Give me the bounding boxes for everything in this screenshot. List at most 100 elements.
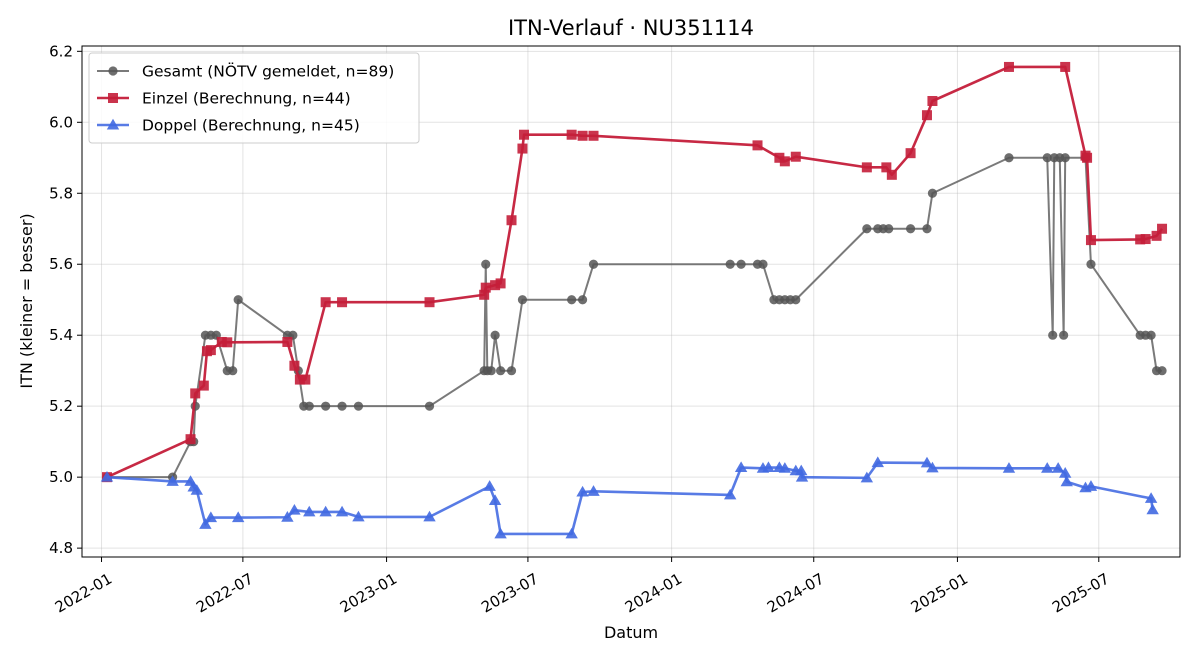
legend-label: Einzel (Berechnung, n=44)	[142, 90, 351, 108]
y-tick-label: 5.6	[49, 255, 73, 273]
data-point	[862, 224, 872, 234]
legend-entry: Gesamt (NÖTV gemeldet, n=89)	[97, 62, 394, 81]
data-point	[1004, 153, 1014, 163]
data-point	[424, 297, 435, 308]
data-point	[1042, 153, 1052, 163]
x-tick-label: 2022-01	[52, 570, 115, 617]
data-point	[1060, 61, 1071, 72]
data-point	[190, 388, 201, 399]
data-point	[861, 162, 872, 173]
data-point	[353, 401, 364, 411]
plot-frame	[81, 45, 1181, 558]
data-point	[871, 456, 884, 468]
data-point	[1002, 462, 1016, 473]
data-point	[577, 130, 588, 141]
data-point	[1059, 467, 1072, 478]
data-point	[494, 527, 507, 539]
data-point	[1003, 61, 1014, 72]
data-point	[424, 401, 435, 411]
data-point	[778, 462, 792, 473]
data-point	[565, 527, 578, 539]
data-point	[927, 188, 938, 198]
legend: Gesamt (NÖTV gemeldet, n=89) Einzel (Bere…	[88, 52, 420, 144]
data-point	[319, 505, 332, 517]
data-point	[517, 143, 528, 154]
data-point	[519, 129, 530, 140]
data-point	[495, 278, 506, 289]
data-point	[1151, 230, 1162, 241]
data-point	[758, 259, 768, 269]
data-point	[576, 485, 589, 497]
legend-label: Gesamt (NÖTV gemeldet, n=89)	[142, 62, 394, 81]
y-tick-label: 4.8	[49, 539, 73, 557]
data-point	[304, 401, 314, 411]
series-layer	[100, 61, 1168, 539]
data-point	[205, 345, 216, 356]
data-point	[198, 380, 209, 391]
data-point	[506, 366, 517, 376]
data-point	[566, 129, 577, 140]
data-point	[588, 259, 599, 269]
data-point	[920, 456, 934, 468]
data-point	[288, 503, 301, 515]
data-point	[1048, 330, 1058, 340]
x-tick-label: 2025-01	[908, 570, 971, 617]
x-axis-title: Datum	[604, 623, 658, 642]
data-point	[1084, 480, 1098, 491]
y-tick-label: 6.2	[49, 42, 73, 60]
data-point	[231, 511, 245, 523]
y-axis-title: ITN (kleiner = besser)	[17, 213, 36, 388]
data-point	[185, 434, 196, 445]
data-point	[166, 475, 179, 486]
legend-entry: Doppel (Berechnung, n=45)	[97, 117, 360, 135]
data-point	[790, 151, 801, 162]
series-line	[106, 156, 1163, 479]
data-point	[922, 224, 932, 234]
data-point	[281, 511, 294, 522]
data-point	[481, 259, 491, 269]
data-point	[303, 505, 316, 517]
data-point	[734, 461, 748, 473]
legend-marker	[108, 93, 118, 103]
data-point	[300, 374, 311, 385]
data-point	[1146, 503, 1159, 515]
x-tick-label: 2023-01	[337, 570, 400, 617]
data-point	[723, 488, 737, 500]
data-point	[762, 461, 775, 473]
data-point	[506, 215, 517, 226]
x-tick-label: 2022-07	[193, 570, 256, 617]
data-point	[352, 510, 365, 522]
legend-label: Doppel (Berechnung, n=45)	[142, 117, 360, 135]
data-point	[921, 110, 932, 121]
data-point	[233, 295, 243, 305]
data-point	[577, 295, 588, 305]
data-point	[860, 471, 874, 483]
data-point	[204, 511, 218, 523]
data-point	[886, 169, 897, 180]
data-point	[795, 470, 809, 482]
data-point	[490, 280, 501, 291]
x-tick-label: 2024-01	[622, 570, 685, 617]
data-point	[335, 505, 349, 517]
data-point	[199, 518, 212, 529]
x-tick-label: 2024-07	[764, 570, 827, 617]
data-point	[337, 297, 348, 308]
data-point	[588, 130, 599, 141]
data-point	[1060, 475, 1073, 487]
series-3	[100, 456, 1159, 539]
data-point	[483, 480, 496, 491]
legend-marker	[108, 66, 118, 76]
data-point	[567, 295, 577, 305]
data-point	[490, 330, 500, 340]
data-point	[1157, 366, 1167, 376]
data-point	[423, 510, 436, 522]
data-point	[495, 366, 506, 376]
y-tick-label: 5.2	[49, 397, 73, 415]
data-point	[1135, 234, 1146, 245]
data-point	[190, 484, 203, 495]
data-point	[905, 224, 916, 234]
data-point	[321, 401, 331, 411]
series-line	[106, 461, 1154, 536]
data-point	[927, 96, 938, 107]
